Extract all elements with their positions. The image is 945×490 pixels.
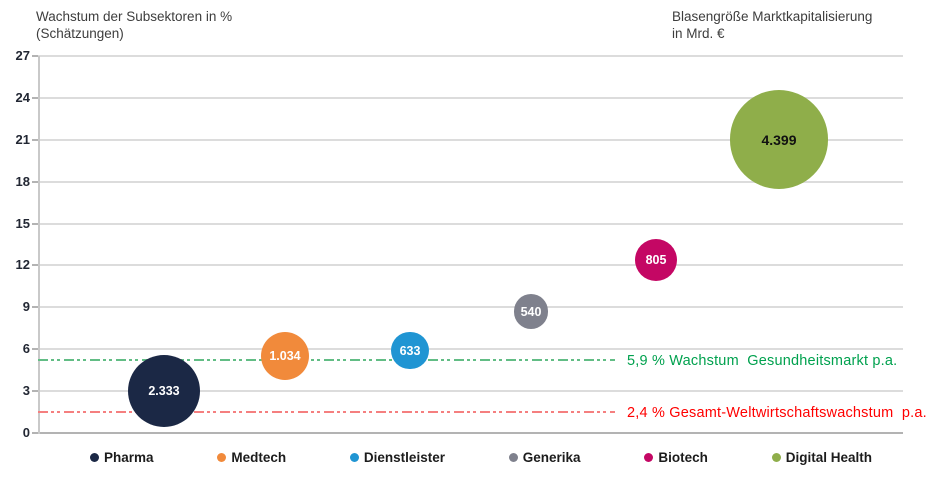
gridline-18 (38, 180, 903, 183)
bubble-pharma: 2.333 (128, 355, 200, 428)
gridline-24 (38, 96, 903, 99)
legend-label: Digital Health (785, 449, 872, 465)
bubble-value-label: 4.399 (761, 131, 797, 148)
reference-line-label-0: 5,9 % Wachstum Gesundheitsmarkt p.a. (627, 352, 898, 369)
y-tick-label-24: 24 (15, 89, 30, 105)
legend-dot-icon (644, 452, 654, 462)
legend-dot-icon (508, 452, 518, 462)
y-tick-3 (32, 390, 38, 393)
gridline-6 (38, 348, 903, 351)
y-tick-label-0: 0 (22, 425, 30, 440)
legend-dot-icon (90, 452, 99, 462)
legend-dot-icon (771, 452, 781, 462)
legend-item-generika: Generika (508, 449, 581, 465)
bubble-value-label: 805 (645, 252, 667, 267)
legend-item-dienstleister: Dienstleister (349, 449, 445, 465)
y-tick-label-3: 3 (22, 383, 30, 399)
legend-item-pharma: Pharma (90, 450, 154, 465)
gridline-3 (38, 390, 903, 393)
legend-item-medtech: Medtech (217, 450, 286, 465)
reference-line-0 (38, 358, 615, 361)
y-tick-27 (32, 55, 38, 57)
legend-label: Pharma (104, 449, 154, 465)
chart-legend: Pharma Medtech Dienstleister Generika Biotec… (90, 447, 872, 467)
legend-dot-icon (349, 452, 359, 462)
y-tick-label-27: 27 (15, 48, 30, 63)
y-tick-label-15: 15 (15, 215, 30, 231)
y-axis-line (38, 56, 40, 434)
y-tick-label-12: 12 (15, 257, 30, 273)
y-tick-9 (32, 306, 38, 309)
gridline-12 (38, 264, 903, 267)
bubble-value-label: 1.034 (269, 349, 301, 364)
bubble-value-label: 2.333 (148, 384, 180, 399)
gridline-27 (38, 55, 903, 57)
bubble-value-label: 540 (520, 304, 542, 319)
legend-item-digital-health: Digital Health (771, 449, 872, 465)
legend-item-biotech: Biotech (644, 450, 708, 465)
y-tick-12 (32, 264, 38, 267)
legend-label: Generika (522, 449, 581, 465)
bubble-medtech: 1.034 (261, 332, 309, 381)
gridline-9 (38, 306, 903, 309)
legend-label: Dienstleister (363, 449, 445, 465)
y-tick-label-21: 21 (15, 131, 30, 147)
y-tick-label-9: 9 (22, 299, 30, 315)
bubble-generika: 540 (513, 294, 549, 329)
bubble-value-label: 633 (399, 343, 421, 358)
chart-title-right: Blasengröße Marktkapitalisierung in Mrd.… (672, 9, 873, 41)
y-tick-24 (32, 96, 38, 99)
chart-title-left: Wachstum der Subsektoren in % (Schätzung… (36, 9, 233, 41)
bubble-dienstleister: 633 (391, 331, 429, 370)
y-tick-label-18: 18 (15, 173, 30, 189)
y-tick-18 (32, 180, 38, 183)
y-tick-21 (32, 138, 38, 141)
legend-dot-icon (217, 452, 227, 462)
gridline-21 (38, 138, 903, 141)
reference-line-1 (38, 411, 615, 414)
y-tick-0 (32, 432, 38, 434)
y-tick-6 (32, 348, 38, 351)
gridline-15 (38, 222, 903, 225)
gridline-0 (38, 432, 903, 434)
bubble-digital-health: 4.399 (729, 90, 829, 190)
y-tick-15 (32, 222, 38, 225)
y-tick-label-6: 6 (22, 341, 30, 357)
plot-area: 27 24 21 18 15 12 9 6 3 0 5,9 % Wachstum Gesundhei… (15, 48, 927, 440)
bubble-biotech: 805 (634, 238, 678, 281)
legend-label: Medtech (231, 449, 287, 465)
legend-label: Biotech (658, 449, 708, 465)
reference-line-label-1: 2,4 % Gesamt-Weltwirtschaftswachstum p.a… (627, 405, 927, 422)
